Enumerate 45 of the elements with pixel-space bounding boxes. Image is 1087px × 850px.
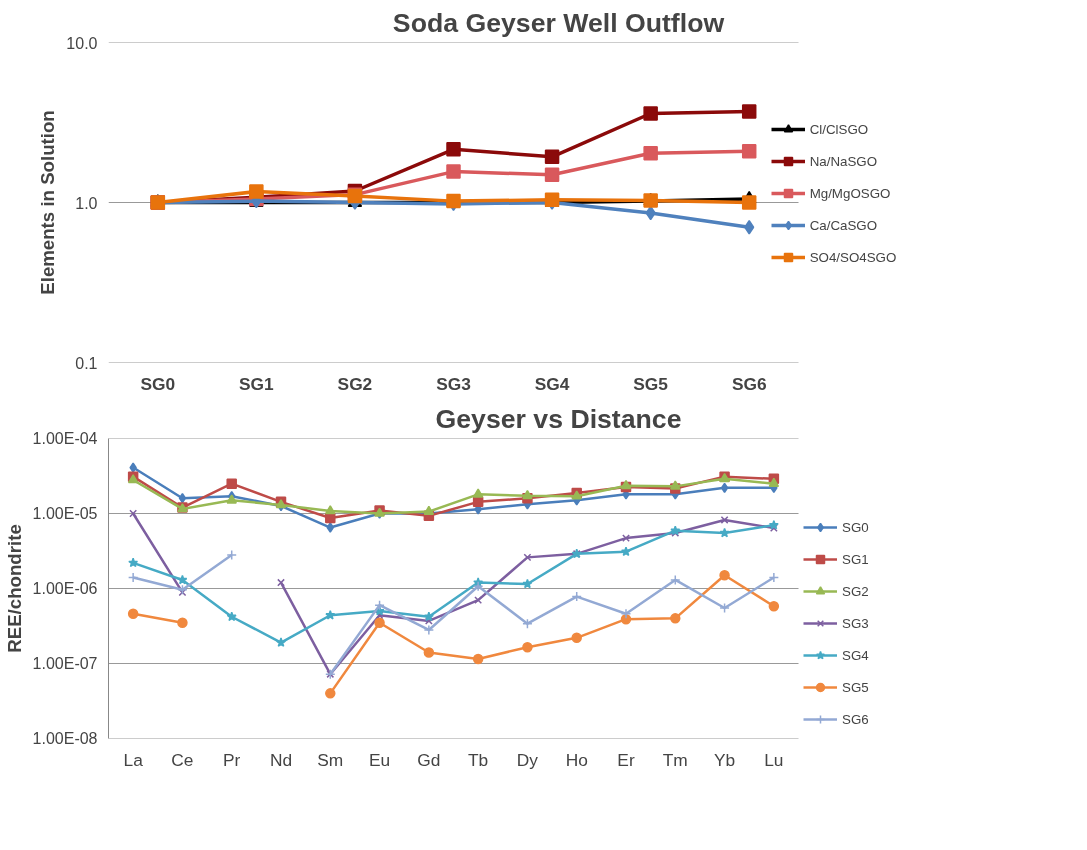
x-tick-label: Pr <box>223 749 241 770</box>
legend-label: Mg/MgOSGO <box>809 185 891 201</box>
legend-label: SG3 <box>842 615 869 631</box>
y-tick-label: 1.00E-07 <box>32 655 98 672</box>
x-tick-label: Er <box>617 749 635 770</box>
y-tick-label: 1.0 <box>75 194 98 212</box>
legend-label: Ca/CaSGO <box>809 217 878 233</box>
x-tick-label: SG3 <box>436 373 472 394</box>
y-axis-title: Elements in Solution <box>37 110 59 295</box>
legend-label: Cl/ClSGO <box>809 121 869 137</box>
legend-label: SG2 <box>842 583 869 599</box>
x-tick-label: SG1 <box>239 373 275 394</box>
x-tick-label: Gd <box>417 749 441 770</box>
x-tick-label: Dy <box>516 749 539 770</box>
legend-label: SO4/SO4SGO <box>809 249 897 265</box>
x-tick-label: Nd <box>269 749 293 770</box>
x-tick-label: SG4 <box>534 373 570 394</box>
chart-title: Soda Geyser Well Outflow <box>392 7 725 38</box>
legend-label: Na/NaSGO <box>809 153 878 169</box>
x-tick-label: Eu <box>368 749 391 770</box>
chart-title: Geyser vs Distance <box>435 403 682 434</box>
x-tick-label: Lu <box>764 749 784 770</box>
x-tick-label: Sm <box>317 749 344 770</box>
x-tick-label: La <box>123 749 144 770</box>
y-axis-title: REE/chondrite <box>3 524 25 653</box>
legend-label: SG4 <box>842 647 869 663</box>
y-tick-label: 1.00E-08 <box>32 730 98 747</box>
y-tick-label: 1.00E-05 <box>32 505 98 522</box>
x-tick-label: Tm <box>662 749 688 770</box>
y-tick-label: 0.1 <box>75 354 98 372</box>
legend-label: SG5 <box>842 679 869 695</box>
x-tick-label: Tb <box>468 749 489 770</box>
legend-label: SG0 <box>842 519 869 535</box>
x-tick-label: SG5 <box>633 373 669 394</box>
y-tick-label: 1.00E-06 <box>32 580 98 597</box>
legend-label: SG6 <box>842 711 869 727</box>
x-tick-label: SG0 <box>140 373 176 394</box>
x-tick-label: Ce <box>171 749 194 770</box>
y-tick-label: 1.00E-04 <box>32 430 98 447</box>
x-tick-label: Yb <box>713 749 736 770</box>
x-tick-label: SG2 <box>337 373 373 394</box>
legend-label: SG1 <box>842 551 869 567</box>
x-tick-label: SG6 <box>731 373 767 394</box>
y-tick-label: 10.0 <box>66 34 98 52</box>
x-tick-label: Ho <box>565 749 588 770</box>
